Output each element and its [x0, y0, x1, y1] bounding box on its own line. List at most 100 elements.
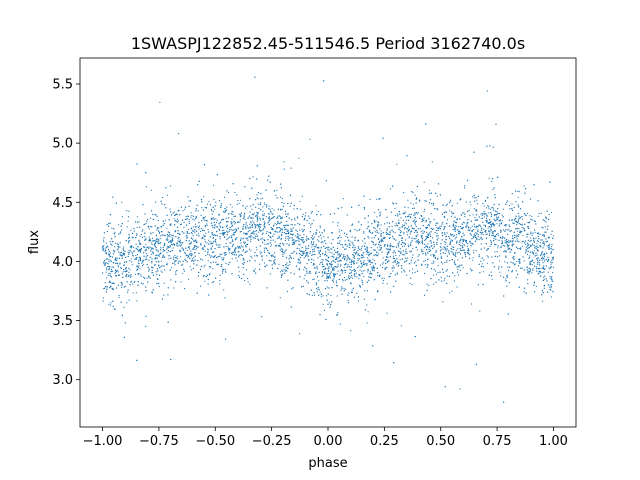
data-point [490, 208, 492, 210]
data-point [199, 268, 202, 271]
data-point [502, 229, 504, 231]
data-point [509, 251, 511, 253]
data-point [164, 219, 166, 221]
data-point [297, 223, 299, 225]
data-point [202, 259, 204, 261]
data-point [352, 269, 354, 272]
data-point [471, 238, 473, 240]
data-point [180, 281, 182, 283]
data-point [112, 305, 114, 307]
data-point [524, 192, 526, 194]
data-point [226, 234, 228, 236]
data-point [163, 282, 165, 284]
data-point [350, 270, 353, 272]
data-point [229, 242, 231, 244]
data-point [442, 301, 444, 303]
data-point [220, 206, 222, 208]
data-point [341, 207, 343, 209]
data-point [233, 215, 235, 218]
data-point [229, 204, 232, 206]
data-point [367, 311, 369, 313]
data-point [371, 262, 373, 264]
data-point [545, 238, 547, 240]
data-point [543, 265, 545, 267]
data-point [452, 248, 454, 251]
data-point [514, 219, 516, 221]
data-point [337, 260, 339, 262]
data-point [429, 199, 432, 201]
data-point [397, 265, 399, 267]
data-point [368, 237, 370, 239]
data-point [253, 212, 255, 214]
data-point [124, 250, 126, 253]
data-point [462, 240, 464, 242]
data-point [488, 233, 490, 235]
data-point [328, 249, 330, 251]
data-point [377, 253, 379, 255]
data-point [545, 241, 548, 243]
data-point [339, 235, 341, 237]
data-point [215, 243, 217, 245]
data-point [490, 212, 492, 214]
data-point [328, 266, 330, 268]
data-point [360, 249, 362, 251]
data-point [238, 274, 240, 277]
data-point [369, 253, 371, 255]
data-point [128, 251, 130, 253]
data-point [221, 232, 223, 234]
data-point [104, 263, 106, 265]
data-point [364, 290, 366, 292]
data-point [502, 208, 505, 210]
data-point [225, 338, 227, 340]
data-point [279, 297, 281, 299]
data-point [363, 270, 365, 272]
data-point [130, 258, 132, 260]
data-point [426, 231, 428, 233]
data-point [325, 242, 327, 244]
data-point [192, 267, 194, 270]
data-point [139, 249, 141, 251]
data-point [452, 225, 454, 227]
data-point [315, 271, 317, 273]
data-point [484, 224, 486, 227]
data-point [433, 254, 435, 256]
data-point [550, 248, 552, 250]
data-point [150, 189, 152, 191]
data-point [185, 215, 187, 218]
data-point [367, 215, 369, 217]
data-point [266, 264, 268, 266]
data-point [231, 239, 234, 241]
data-point [266, 248, 268, 250]
data-point [407, 199, 409, 201]
data-point [281, 216, 283, 218]
data-point [192, 235, 194, 237]
data-point [330, 294, 332, 297]
data-point [518, 241, 520, 243]
data-point [273, 255, 275, 257]
data-point [159, 237, 161, 240]
data-point [203, 230, 205, 232]
data-point [543, 252, 546, 255]
data-point [134, 273, 137, 275]
data-point [361, 245, 363, 248]
data-point [123, 261, 125, 263]
data-point [299, 276, 301, 278]
data-point [497, 247, 499, 249]
data-point [536, 243, 538, 245]
data-point [186, 249, 188, 251]
data-point [240, 212, 242, 214]
data-point [460, 214, 462, 216]
data-point [270, 227, 272, 229]
data-point [478, 224, 480, 226]
data-point [546, 280, 548, 282]
data-point [150, 233, 152, 235]
data-point [284, 210, 287, 212]
data-point [105, 277, 108, 279]
data-point [415, 241, 417, 243]
data-point [512, 238, 514, 240]
data-point [205, 226, 207, 228]
data-point [410, 277, 412, 279]
data-point [212, 227, 214, 229]
data-point [299, 200, 301, 202]
data-point [534, 231, 536, 233]
